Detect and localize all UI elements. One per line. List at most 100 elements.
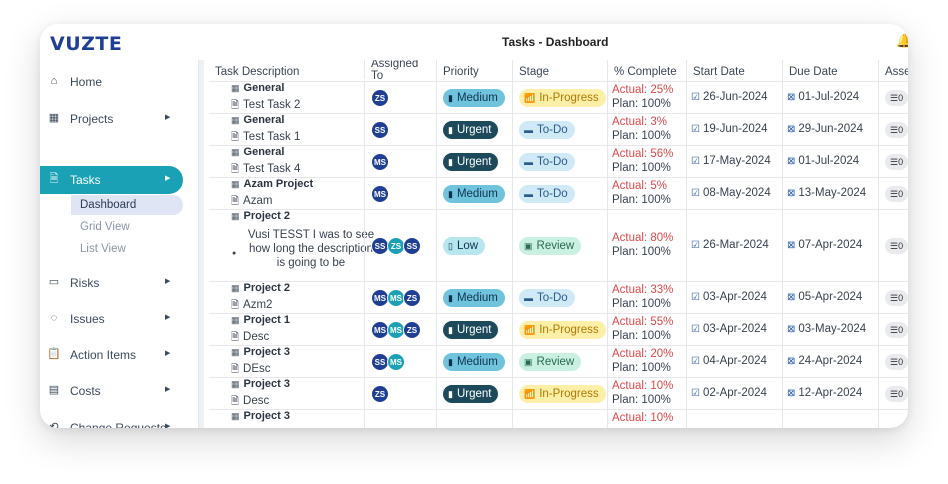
table-row[interactable]: ▦ General 🗎 Test Task 4 MS ▮ Urgent ▬ To-Do Actua… — [209, 146, 908, 178]
priority-badge[interactable]: ▮ Medium — [443, 289, 505, 307]
asset-badge[interactable]: ☰ 0 — [885, 238, 908, 254]
project-name[interactable]: ▦ Project 2 — [231, 210, 290, 222]
asset-badge[interactable]: ☰ 0 — [885, 354, 908, 370]
avatar[interactable]: ZS — [403, 289, 421, 307]
stage-badge[interactable]: ▬ To-Do — [519, 185, 575, 203]
avatar[interactable]: ZS — [371, 89, 389, 107]
avatar[interactable]: SS — [371, 353, 389, 371]
table-row[interactable]: ▦ Project 2 🗎 Azm2 MS MS ZS ▮ Medium ▬ To-Do Actual… — [209, 282, 908, 314]
asset-badge[interactable]: ☰ 0 — [885, 322, 908, 338]
project-name[interactable]: ▦ General — [231, 82, 284, 94]
top-bar: VUZTE Tasks - Dashboard 🔔 — [40, 24, 908, 60]
priority-badge[interactable]: ▯ Low — [443, 237, 486, 255]
priority-badge[interactable]: ▮ Urgent — [443, 121, 499, 139]
table-row[interactable]: ▦ General 🗎 Test Task 1 SS ▮ Urgent ▬ To-Do Actua… — [209, 114, 908, 146]
sidebar-item-projects[interactable]: ▦ Projects ▶ — [40, 105, 184, 133]
project-name[interactable]: ▦ General — [231, 146, 284, 158]
priority-badge[interactable]: ▮ Medium — [443, 89, 505, 107]
avatar[interactable]: MS — [371, 153, 389, 171]
header-stage[interactable]: Stage — [512, 60, 607, 81]
header-assets[interactable]: Asse — [878, 60, 908, 81]
sidebar-subitem-grid-view[interactable]: Grid View — [80, 221, 130, 233]
avatar[interactable]: ZS — [371, 385, 389, 403]
asset-badge[interactable]: ☰ 0 — [885, 154, 908, 170]
header-assigned-to[interactable]: Assigned To — [364, 60, 424, 82]
task-name-text: Test Task 4 — [243, 163, 301, 175]
sidebar-subitem-list-view[interactable]: List View — [80, 243, 126, 255]
table-row[interactable]: ▦ Azam Project 🗎 Azam MS ▮ Medium ▬ To-Do Actual:… — [209, 178, 908, 210]
task-name[interactable]: 🗎 Test Task 2 — [231, 98, 300, 115]
plan-percent: Plan: 100% — [612, 98, 671, 110]
priority-label: Urgent — [456, 324, 492, 336]
sidebar-divider[interactable] — [198, 60, 204, 428]
document-icon: 🗎 — [231, 300, 240, 311]
task-name[interactable]: 🗎 Azam — [231, 194, 272, 211]
sidebar-subitem-dashboard[interactable]: Dashboard — [71, 195, 183, 215]
sidebar-item-home[interactable]: ⌂ Home — [40, 68, 184, 96]
project-name[interactable]: ▦ Project 1 — [231, 314, 290, 326]
stage-badge[interactable]: ▬ To-Do — [519, 121, 575, 139]
sidebar-item-tasks[interactable]: 🗎 Tasks ▶ — [40, 166, 183, 194]
sidebar-item-costs[interactable]: ▤ Costs ▶ — [40, 377, 184, 405]
avatar[interactable]: MS — [387, 353, 405, 371]
stage-badge[interactable]: 📶 In-Progress — [519, 89, 606, 107]
header-task-description[interactable]: Task Description — [215, 66, 300, 78]
priority-badge[interactable]: ▮ Medium — [443, 185, 505, 203]
sidebar-item-change-requests[interactable]: ⟲ Change Requests ▶ — [40, 414, 184, 428]
task-name-text: Test Task 2 — [243, 99, 301, 111]
list-icon: ☰ — [890, 156, 899, 167]
table-row[interactable]: ▦ Project 1 🗎 Desc MS MS ZS ▮ Urgent 📶 In-Progress… — [209, 314, 908, 346]
header-priority[interactable]: Priority — [436, 60, 512, 81]
header-due-date[interactable]: Due Date — [782, 60, 878, 81]
task-name[interactable]: 🗎 DEsc — [231, 362, 271, 379]
asset-badge[interactable]: ☰ 0 — [885, 386, 908, 402]
task-name[interactable]: 🗎 Test Task 1 — [231, 130, 300, 147]
table-row[interactable]: ▦ Project 2 ● Vusi TESST I was to see how l… — [209, 210, 908, 282]
priority-label: Medium — [456, 356, 498, 368]
avatar[interactable]: MS — [387, 289, 405, 307]
project-name[interactable]: ▦ Project 2 — [231, 282, 290, 294]
bell-icon[interactable]: 🔔 — [896, 33, 908, 48]
asset-badge[interactable]: ☰ 0 — [885, 90, 908, 106]
task-name[interactable]: Vusi TESST I was to see how long the des… — [247, 229, 375, 269]
asset-badge[interactable]: ☰ 0 — [885, 290, 908, 306]
asset-badge[interactable]: ☰ 0 — [885, 186, 908, 202]
sidebar-item-issues[interactable]: ◌ Issues ▶ — [40, 305, 184, 333]
project-name[interactable]: ▦ Azam Project — [231, 178, 313, 190]
stage-badge[interactable]: ▣ Review — [519, 353, 582, 371]
project-name[interactable]: ▦ General — [231, 114, 284, 126]
project-name[interactable]: ▦ Project 3 — [231, 346, 290, 358]
task-name[interactable]: 🗎 Test Task 4 — [231, 162, 300, 179]
stage-cell: 📶 In-Progress — [512, 378, 607, 409]
header-percent-complete[interactable]: % Complete — [607, 60, 686, 81]
avatar[interactable]: MS — [371, 185, 389, 203]
priority-badge[interactable]: ▮ Urgent — [443, 385, 499, 403]
priority-badge[interactable]: ▮ Urgent — [443, 153, 499, 171]
priority-badge[interactable]: ▮ Medium — [443, 353, 505, 371]
avatar[interactable]: SS — [371, 121, 389, 139]
avatar[interactable]: ZS — [403, 321, 421, 339]
priority-badge[interactable]: ▮ Urgent — [443, 321, 499, 339]
task-name[interactable]: 🗎 Desc — [231, 394, 269, 411]
stage-badge[interactable]: 📶 In-Progress — [519, 385, 606, 403]
stage-badge[interactable]: ▬ To-Do — [519, 153, 575, 171]
sidebar-item-action-items[interactable]: 📋 Action Items ▶ — [40, 341, 184, 369]
avatar[interactable]: SS — [403, 237, 421, 255]
header-start-date[interactable]: Start Date — [686, 60, 782, 81]
sidebar-item-risks[interactable]: ▭ Risks ▶ — [40, 269, 184, 297]
project-name[interactable]: ▦ Project 3 — [231, 410, 290, 422]
plan-percent: Plan: 100% — [612, 362, 671, 374]
task-name[interactable]: 🗎 Desc — [231, 330, 269, 347]
table-row-partial[interactable]: ▦ Project 3 Actual: 10% — [209, 410, 908, 428]
table-row[interactable]: ▦ Project 3 🗎 Desc ZS ▮ Urgent 📶 In-Progress Actu… — [209, 378, 908, 410]
task-name[interactable]: 🗎 Azm2 — [231, 298, 272, 315]
stage-badge[interactable]: ▣ Review — [519, 237, 582, 255]
table-row[interactable]: ▦ General 🗎 Test Task 2 ZS ▮ Medium 📶 In-Progres… — [209, 82, 908, 114]
table-row[interactable]: ▦ Project 3 🗎 DEsc SS MS ▮ Medium ▣ Review Actual:… — [209, 346, 908, 378]
asset-count: 0 — [898, 389, 904, 399]
asset-badge[interactable]: ☰ 0 — [885, 122, 908, 138]
app-logo[interactable]: VUZTE — [50, 33, 123, 55]
stage-badge[interactable]: 📶 In-Progress — [519, 321, 606, 339]
stage-badge[interactable]: ▬ To-Do — [519, 289, 575, 307]
project-name[interactable]: ▦ Project 3 — [231, 378, 290, 390]
